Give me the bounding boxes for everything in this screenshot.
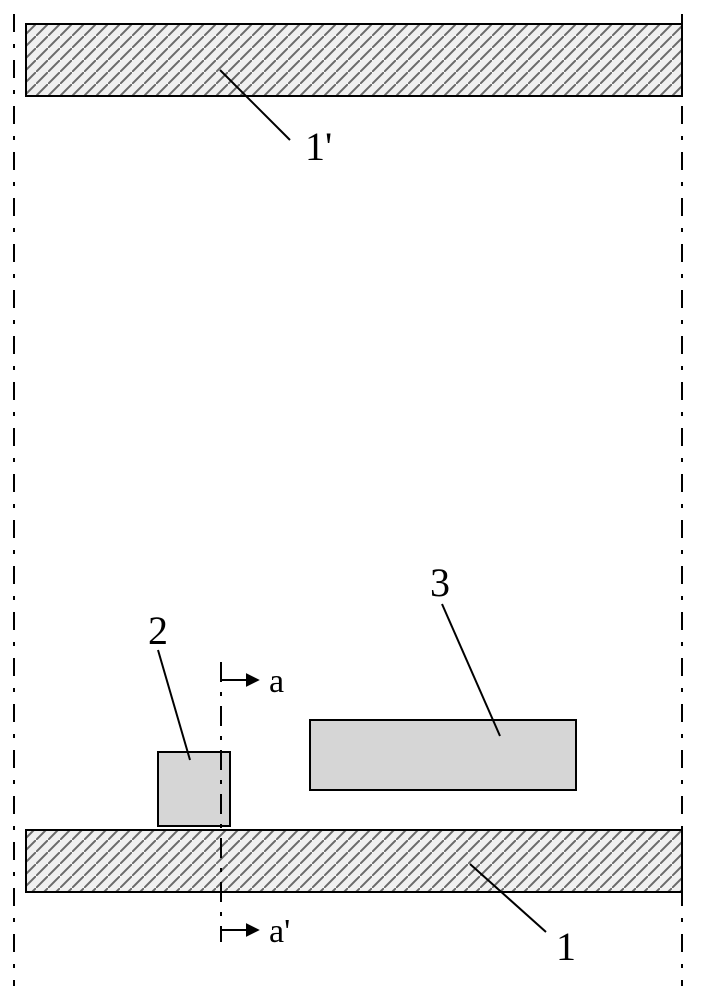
section-label-aprime: a': [269, 913, 290, 950]
label-block-large: 3: [430, 560, 450, 605]
label-block-small: 2: [148, 608, 168, 653]
label-top-bar: 1': [305, 124, 332, 169]
block-small: [158, 752, 230, 826]
section-label-a: a: [269, 663, 284, 700]
block-large: [310, 720, 576, 790]
label-bottom-bar: 1: [556, 924, 576, 969]
bottom-bar: [26, 830, 682, 892]
leader-block-small: [158, 650, 190, 760]
top-bar: [26, 24, 682, 96]
leader-block-large: [442, 604, 500, 736]
